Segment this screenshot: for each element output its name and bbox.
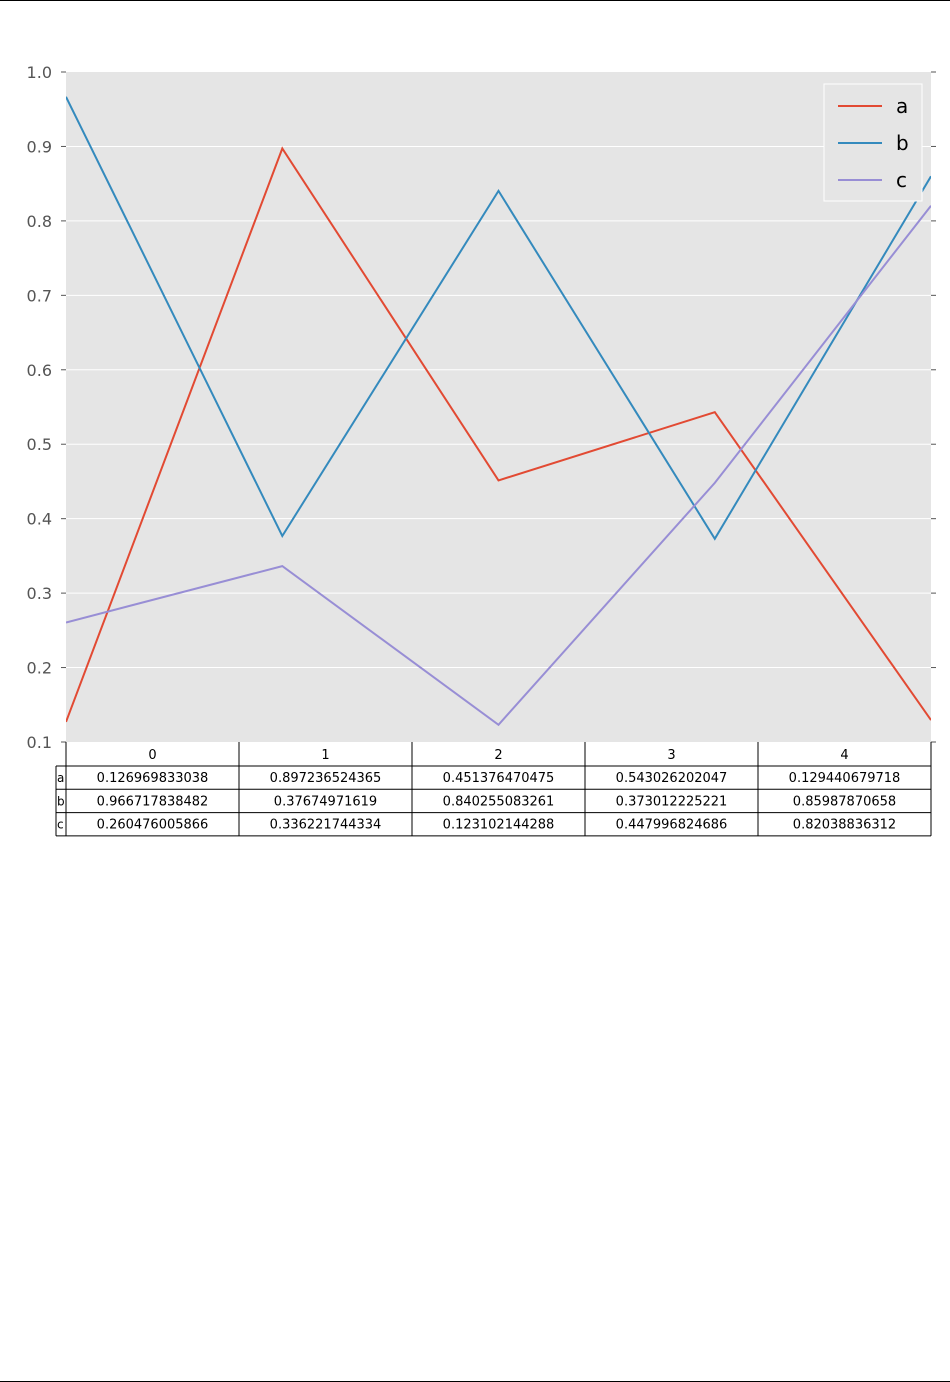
y-tick-label: 0.3	[27, 584, 52, 603]
legend-label-a: a	[896, 94, 908, 118]
legend: abc	[823, 83, 923, 202]
table-cell: 0.373012225221	[616, 794, 728, 809]
table-cell: 0.129440679718	[789, 771, 901, 786]
y-tick-label: 1.0	[27, 63, 52, 82]
series-line-c	[66, 205, 931, 727]
table-cell: 0.897236524365	[270, 771, 382, 786]
y-tick-label: 0.8	[27, 212, 52, 231]
table-col-label: 4	[840, 748, 848, 763]
series-line-a	[66, 146, 931, 723]
table-cell: 0.260476005866	[97, 818, 209, 833]
table-cell: 0.543026202047	[616, 771, 728, 786]
table-cell: 0.123102144288	[443, 818, 555, 833]
table-cell: 0.966717838482	[97, 794, 209, 809]
series-lines	[66, 96, 931, 727]
table-col-label: 0	[148, 748, 156, 763]
y-tick-label: 0.5	[27, 435, 52, 454]
legend-label-b: b	[896, 131, 909, 155]
table-row-label: a	[57, 771, 64, 785]
table-col-label: 2	[494, 748, 502, 763]
table-cell: 0.840255083261	[443, 794, 555, 809]
table-cell: 0.82038836312	[793, 818, 896, 833]
data-table: 0 1 2 3 4 a 0.126969833038 0.897236524365 0.4513…	[55, 742, 932, 837]
table-row-label: b	[57, 794, 65, 808]
y-tick-label: 0.4	[27, 510, 52, 529]
series-line-b	[66, 96, 931, 541]
table-cell: 0.37674971619	[274, 794, 377, 809]
gridlines	[66, 145, 931, 669]
table-row-label: c	[57, 818, 64, 832]
table-cell: 0.451376470475	[443, 771, 555, 786]
table-col-label: 3	[667, 748, 675, 763]
table-col-label: 1	[321, 748, 329, 763]
y-tick-label: 0.9	[27, 137, 52, 156]
table-cell: 0.85987870658	[793, 794, 896, 809]
table-cell: 0.447996824686	[616, 818, 728, 833]
plot-area	[66, 72, 931, 742]
y-tick-label: 0.6	[27, 361, 52, 380]
y-tick-label: 0.1	[27, 733, 52, 752]
y-tick-label: 0.7	[27, 286, 52, 305]
y-axis-ticks: 0.1 0.2 0.3 0.4 0.5 0.6 0.7 0.8 0.9 1.0	[27, 63, 936, 752]
table-cell: 0.126969833038	[97, 771, 209, 786]
y-tick-label: 0.2	[27, 659, 52, 678]
table-cell: 0.336221744334	[270, 818, 382, 833]
page-top-rule	[0, 0, 950, 1]
legend-label-c: c	[896, 168, 907, 192]
